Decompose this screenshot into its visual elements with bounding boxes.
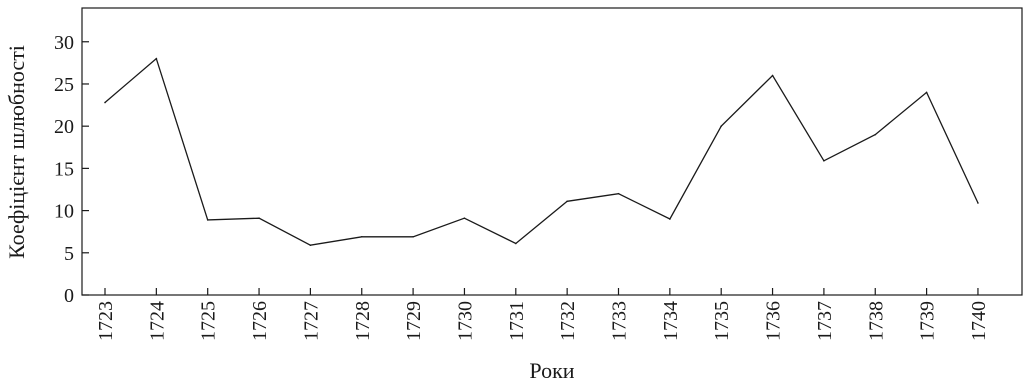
y-tick-label: 0 [64,285,74,307]
x-tick-label: 1739 [917,301,939,341]
data-point [617,192,620,195]
data-point [463,217,466,219]
x-axis: 1723 1724 1725 1726 1727 1728 1729 1730 1731 1732… [95,288,990,341]
y-tick-label: 20 [54,116,74,138]
x-tick-label: 1727 [300,301,322,341]
data-point [515,242,517,245]
x-axis-title: Роки [529,358,574,383]
data-point [925,91,928,94]
data-point [360,235,363,238]
x-tick-label: 1731 [506,301,528,341]
data-point [309,244,312,246]
y-tick-label: 10 [54,201,74,223]
data-point [104,101,106,104]
x-tick-label: 1738 [865,301,887,341]
data-point [823,159,825,162]
data-point [206,219,209,221]
x-tick-label: 1730 [454,301,476,341]
data-point [977,202,979,204]
x-tick-label: 1740 [968,301,990,341]
data-point [669,218,671,220]
y-axis: 0 5 10 15 20 25 30 [54,32,89,307]
data-point [874,133,877,136]
data-point [155,57,158,60]
data-point [258,217,260,219]
y-tick-label: 25 [54,74,74,96]
x-tick-label: 1732 [557,301,579,341]
x-tick-label: 1728 [352,301,374,341]
plot-frame [81,7,1023,296]
data-point [720,125,722,127]
x-tick-label: 1723 [95,301,117,341]
x-tick-label: 1733 [609,301,631,341]
y-tick-label: 15 [54,158,74,180]
series-points [104,57,979,246]
x-tick-label: 1729 [403,301,425,341]
y-tick-label: 30 [54,32,74,54]
x-tick-label: 1724 [146,301,168,341]
x-tick-label: 1737 [814,301,836,341]
x-tick-label: 1735 [711,301,733,341]
x-tick-label: 1726 [249,301,271,341]
x-tick-label: 1736 [763,301,785,341]
data-point [771,74,774,77]
x-tick-label: 1734 [660,301,682,341]
data-point [412,235,414,238]
y-tick-label: 5 [64,243,74,265]
y-axis-title: Коефіцієнт шлюбності [4,45,29,259]
series-line [104,57,979,246]
data-point [566,200,568,203]
x-tick-label: 1725 [198,301,220,341]
